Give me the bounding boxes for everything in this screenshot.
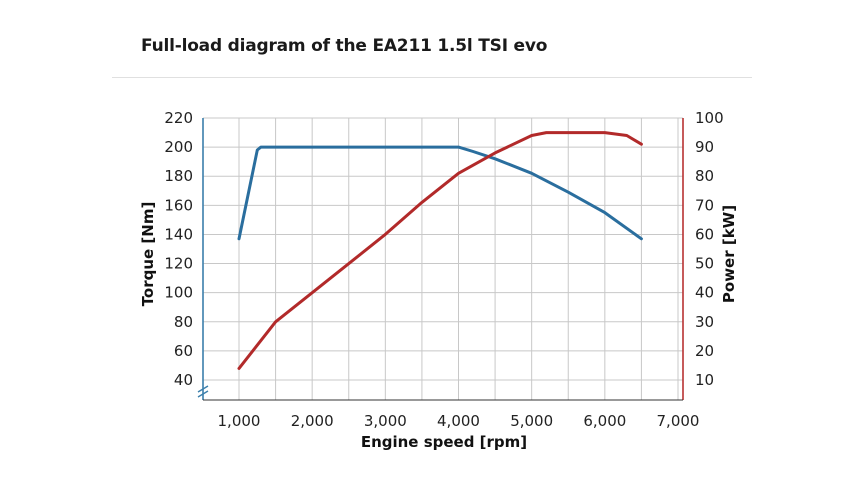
tick-labels: 40 60 80 100 120 140 160 180 200 220 10 20 30 40 50 60 7… [164, 109, 723, 430]
axis-break-mark [197, 390, 209, 398]
y-right-tick-label: 70 [695, 196, 714, 214]
x-tick-label: 5,000 [510, 412, 553, 430]
grid [203, 117, 683, 400]
title-divider [112, 77, 752, 78]
torque-line [237, 145, 643, 241]
power-line [237, 131, 643, 370]
y-right-tick-label: 60 [695, 225, 714, 243]
y-axis-label-left: Torque [Nm] [139, 202, 157, 307]
y-left-tick-label: 140 [164, 225, 193, 243]
y-right-tick-label: 30 [695, 313, 714, 331]
series-lines [237, 131, 643, 370]
y-left-tick-label: 60 [174, 342, 193, 360]
y-right-tick-label: 80 [695, 167, 714, 185]
x-tick-label: 6,000 [583, 412, 626, 430]
y-left-tick-label: 80 [174, 313, 193, 331]
y-left-tick-label: 100 [164, 284, 193, 302]
axis-break-mark [197, 385, 209, 393]
x-tick-label: 2,000 [291, 412, 334, 430]
chart-title: Full-load diagram of the EA211 1.5l TSI … [141, 36, 548, 56]
y-left-tick-label: 200 [164, 138, 193, 156]
y-right-tick-label: 90 [695, 138, 714, 156]
x-tick-label: 7,000 [657, 412, 700, 430]
axes [197, 118, 684, 401]
x-tick-label: 1,000 [218, 412, 261, 430]
y-axis-label-right: Power [kW] [720, 205, 738, 303]
x-tick-label: 3,000 [364, 412, 407, 430]
x-axis-label: Engine speed [rpm] [361, 433, 527, 451]
x-tick-label: 4,000 [437, 412, 480, 430]
y-right-tick-label: 20 [695, 342, 714, 360]
y-right-tick-label: 40 [695, 284, 714, 302]
y-left-tick-label: 160 [164, 196, 193, 214]
y-right-tick-label: 100 [695, 109, 724, 127]
y-left-tick-label: 180 [164, 167, 193, 185]
y-right-tick-label: 50 [695, 255, 714, 273]
y-left-tick-label: 40 [174, 371, 193, 389]
y-left-tick-label: 120 [164, 255, 193, 273]
y-right-tick-label: 10 [695, 371, 714, 389]
y-left-tick-label: 220 [164, 109, 193, 127]
